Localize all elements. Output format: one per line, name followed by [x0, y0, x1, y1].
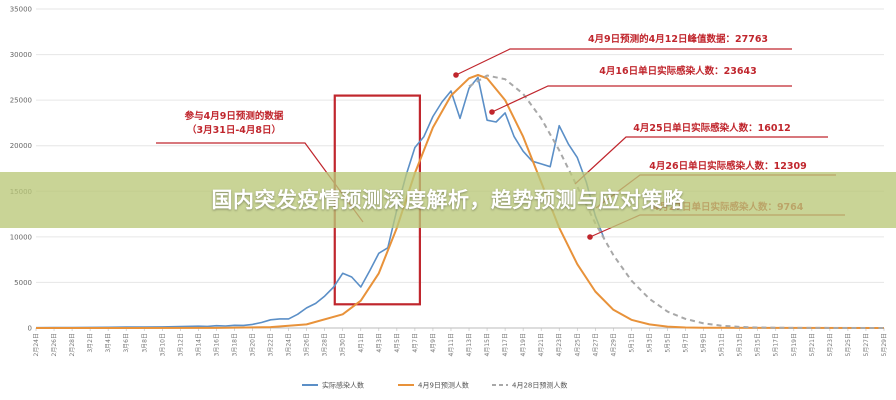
x-tick-label: 5月13日	[737, 333, 744, 356]
x-tick-label: 4月13日	[466, 333, 473, 356]
x-tick-label: 5月1日	[628, 333, 635, 353]
x-tick-label: 3月4日	[105, 333, 112, 353]
series-line-1	[35, 76, 606, 329]
x-tick-label: 5月15日	[755, 333, 762, 356]
annotation-leader	[455, 48, 792, 76]
annotation-text: 4月16日单日实际感染人数：23643	[599, 65, 756, 77]
x-tick-label: 3月22日	[268, 333, 275, 356]
annotation-text: 4月26日单日实际感染人数：12309	[649, 160, 806, 172]
x-tick-label: 4月27日	[592, 333, 599, 356]
page-title: 国内突发疫情预测深度解析，趋势预测与应对策略	[211, 188, 685, 212]
y-tick-label: 20000	[10, 142, 32, 150]
annotation-text: （3月31日-4月8日）	[187, 124, 281, 136]
legend-label: 4月28日预测人数	[512, 381, 567, 390]
annotation-marker	[489, 109, 495, 115]
x-tick-label: 4月29日	[610, 333, 617, 356]
x-tick-label: 3月6日	[123, 333, 130, 353]
x-tick-label: 3月10日	[159, 333, 166, 356]
x-tick-label: 4月9日	[430, 333, 437, 353]
annotation-leader	[491, 85, 792, 113]
x-tick-label: 4月11日	[448, 333, 455, 356]
annotation-leader	[574, 136, 828, 185]
y-tick-label: 0	[28, 325, 32, 333]
x-tick-label: 3月28日	[322, 333, 329, 356]
x-tick-label: 2月24日	[33, 333, 40, 356]
x-tick-label: 4月1日	[358, 333, 365, 353]
x-tick-label: 3月18日	[231, 333, 238, 356]
legend-label: 实际感染人数	[322, 381, 364, 390]
x-tick-label: 4月15日	[484, 333, 491, 356]
x-tick-label: 5月19日	[791, 333, 798, 356]
x-tick-label: 2月26日	[51, 333, 58, 356]
y-tick-label: 5000	[14, 279, 32, 287]
x-tick-label: 5月9日	[701, 333, 708, 353]
x-tick-label: 3月26日	[304, 333, 311, 356]
x-tick-label: 5月25日	[845, 333, 852, 356]
y-tick-label: 10000	[10, 233, 32, 241]
x-tick-label: 4月3日	[376, 333, 383, 353]
x-tick-label: 3月12日	[177, 333, 184, 356]
x-tick-label: 4月5日	[394, 333, 401, 353]
x-tick-label: 5月21日	[809, 333, 816, 356]
x-tick-label: 4月21日	[538, 333, 545, 356]
x-tick-label: 4月25日	[574, 333, 581, 356]
x-tick-label: 3月14日	[195, 333, 202, 356]
x-tick-label: 3月2日	[87, 333, 94, 353]
series-line-2	[35, 74, 885, 329]
annotation-marker	[453, 72, 459, 78]
x-tick-label: 3月24日	[286, 333, 293, 356]
annotation-text: 4月9日预测的4月12日峰值数据：27763	[588, 33, 768, 45]
x-tick-label: 5月5日	[664, 333, 671, 353]
x-tick-label: 5月27日	[863, 333, 870, 356]
x-tick-label: 3月30日	[340, 333, 347, 356]
annotation-text: 参与4月9日预测的数据	[184, 110, 284, 122]
x-tick-label: 2月28日	[69, 333, 76, 356]
x-tick-label: 4月23日	[556, 333, 563, 356]
x-tick-label: 5月7日	[683, 333, 690, 353]
x-tick-label: 5月11日	[719, 333, 726, 356]
annotation-marker	[587, 234, 593, 240]
series-line-3	[468, 74, 885, 329]
y-tick-label: 30000	[10, 51, 32, 59]
x-tick-label: 4月19日	[520, 333, 527, 356]
annotation-text: 4月25日单日实际感染人数：16012	[633, 122, 790, 134]
x-tick-label: 4月7日	[412, 333, 419, 353]
legend-label: 4月9日预测人数	[418, 381, 469, 390]
x-tick-label: 5月3日	[646, 333, 653, 353]
x-tick-label: 3月16日	[213, 333, 220, 356]
x-tick-label: 3月20日	[250, 333, 257, 356]
x-tick-label: 5月29日	[881, 333, 888, 356]
title-banner	[0, 172, 896, 228]
y-tick-label: 35000	[10, 6, 32, 14]
y-tick-label: 25000	[10, 97, 32, 105]
x-tick-label: 4月17日	[502, 333, 509, 356]
x-tick-label: 5月17日	[773, 333, 780, 356]
x-tick-label: 3月8日	[141, 333, 148, 353]
x-tick-label: 5月23日	[827, 333, 834, 356]
